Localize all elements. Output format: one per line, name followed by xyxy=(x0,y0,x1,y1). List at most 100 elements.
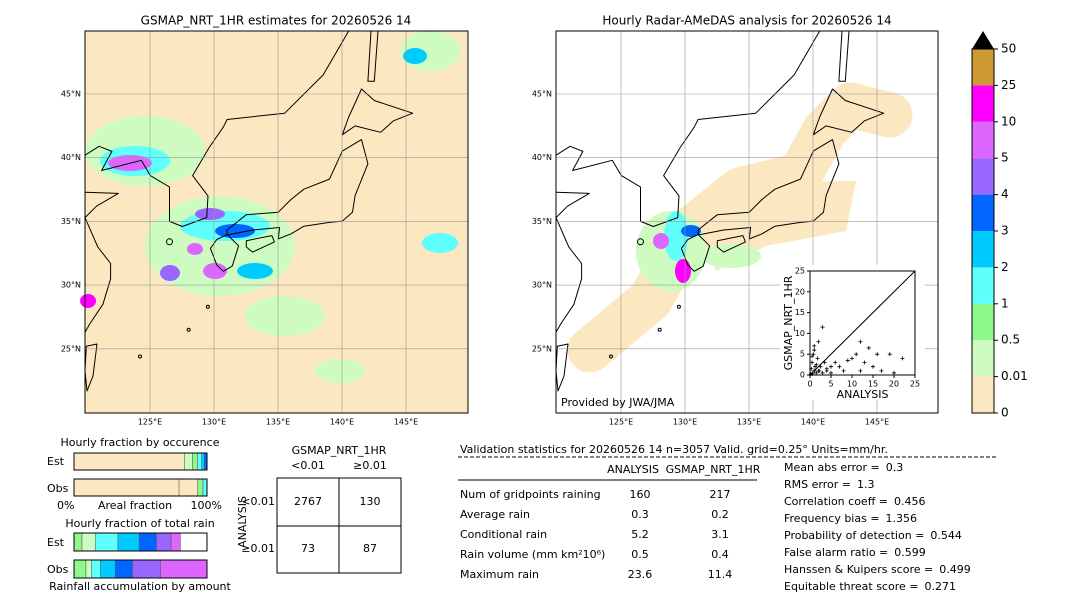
scatter-point xyxy=(812,368,817,373)
colorbar: 0 0.01 0.5 1 2 3 4 5 10 25 50 xyxy=(971,31,1028,420)
fraction-segment xyxy=(197,478,204,497)
score-label: Frequency bias = xyxy=(784,512,880,525)
stat-value: 3.1 xyxy=(711,528,729,541)
colorbar-label: 4 xyxy=(1001,187,1009,201)
axis-label: 0% xyxy=(57,499,74,512)
scatter-point xyxy=(812,348,817,353)
bar-frame xyxy=(73,559,208,579)
scatter-point xyxy=(811,352,816,357)
fraction-segment xyxy=(73,478,180,497)
panel-title: Hourly fraction of total rain xyxy=(65,517,214,530)
axis-label: Areal fraction xyxy=(98,499,172,512)
scatter-point xyxy=(818,364,823,369)
color-swatch xyxy=(972,194,994,231)
fraction-segment xyxy=(95,532,119,552)
table-header: GSMAP_NRT_1HR xyxy=(292,444,387,457)
lat-label: 25°N xyxy=(61,344,81,353)
table-cell: 73 xyxy=(301,542,315,555)
lon-label: 140°E xyxy=(801,418,825,427)
color-swatch xyxy=(972,158,994,195)
diagonal xyxy=(809,270,916,376)
y-tick-label: 5 xyxy=(800,350,805,359)
fraction-segment xyxy=(156,532,172,552)
stat-value: 5.2 xyxy=(631,528,649,541)
scatter-point xyxy=(829,370,833,375)
color-swatch xyxy=(972,121,994,159)
lat-label: 35°N xyxy=(61,217,81,226)
right-map: 45°N 40°N 35°N 30°N 25°N 125°E 130°E 135°E 140°E… xyxy=(532,30,939,427)
y-tick-label: 10 xyxy=(795,329,805,338)
colorbar-label: 0 xyxy=(1001,406,1009,420)
lon-label: 125°E xyxy=(138,418,162,427)
fraction-segment xyxy=(73,452,185,471)
over-triangle xyxy=(972,31,994,49)
col-header: ≥0.01 xyxy=(353,459,387,472)
lon-label: 135°E xyxy=(266,418,290,427)
stats-title: Validation statistics for 20260526 14 n=… xyxy=(460,443,888,456)
stat-value: 0.4 xyxy=(711,548,729,561)
y-tick-label: 20 xyxy=(795,287,805,296)
score-value: 0.499 xyxy=(939,563,971,576)
row-label: Num of gridpoints raining xyxy=(460,488,601,501)
fraction-segment xyxy=(201,452,205,471)
fraction-segment xyxy=(170,532,181,552)
map-title: Hourly Radar-AMeDAS analysis for 2026052… xyxy=(602,14,891,28)
fraction-segment xyxy=(85,559,92,579)
row-header: <0.01 xyxy=(241,495,275,508)
scatter-point xyxy=(850,356,854,361)
scatter-point xyxy=(862,360,867,365)
scatter-point xyxy=(817,368,822,373)
score-label: Mean abs error = xyxy=(784,461,880,474)
scatter-plot: 0 5 10 15 20 25 0 5 10 15 20 25 ANALYSIS GSMAP_NRT_1H… xyxy=(782,267,920,402)
color-swatch xyxy=(972,85,994,122)
col-header: <0.01 xyxy=(291,459,325,472)
lat-label: 35°N xyxy=(532,217,552,226)
scatter-point xyxy=(810,354,815,359)
score-label: Correlation coeff = xyxy=(784,495,888,508)
lat-label: 45°N xyxy=(61,90,81,99)
score-value: 0.3 xyxy=(886,461,904,474)
map-title: GSMAP_NRT_1HR estimates for 20260526 14 xyxy=(141,14,412,28)
scatter-point xyxy=(820,325,825,330)
score-label: RMS error = xyxy=(784,478,851,491)
fraction-segment xyxy=(132,559,161,579)
scatter-point xyxy=(820,370,825,375)
colorbar-label: 2 xyxy=(1001,260,1009,274)
fraction-segment xyxy=(73,532,83,552)
credit: Provided by JWA/JMA xyxy=(561,396,675,409)
row-label: Est xyxy=(47,536,65,549)
fraction-segment xyxy=(202,478,208,497)
fraction-segment xyxy=(91,559,101,579)
scatter-point xyxy=(858,368,863,373)
validation-stats: Validation statistics for 20260526 14 n=… xyxy=(458,443,996,593)
scatter-point xyxy=(854,352,859,357)
lat-label: 40°N xyxy=(61,153,81,162)
fraction-bars: Hourly fraction by occurence Est Obs 0% Area… xyxy=(47,436,232,593)
score-value: 0.599 xyxy=(894,546,926,559)
map-frame xyxy=(555,30,939,414)
lon-label: 145°E xyxy=(394,418,418,427)
stat-value: 0.2 xyxy=(711,508,729,521)
scatter-point xyxy=(824,368,829,373)
x-tick-label: 20 xyxy=(889,380,899,389)
colorbar-label: 0.01 xyxy=(1001,369,1028,383)
stat-value: 217 xyxy=(710,488,731,501)
row-label: Est xyxy=(47,455,65,468)
score-value: 1.3 xyxy=(857,478,875,491)
x-tick-label: 0 xyxy=(807,380,812,389)
scatter-point xyxy=(813,364,818,369)
left-map: 45°N 40°N 35°N 30°N 25°N 125°E 130°E 135°E 140°E… xyxy=(61,30,469,427)
scatter-point xyxy=(815,356,820,361)
scatter-point xyxy=(892,370,896,375)
col-header: ANALYSIS xyxy=(607,463,659,476)
scatter-point xyxy=(829,364,833,369)
col-header: GSMAP_NRT_1HR xyxy=(666,463,761,476)
fraction-segment xyxy=(197,452,202,471)
scatter-frame xyxy=(809,270,916,376)
bar-frame xyxy=(73,532,208,552)
axis-label: 100% xyxy=(191,499,222,512)
scatter-point xyxy=(822,360,827,365)
score-label: False alarm ratio = xyxy=(784,546,888,559)
color-swatch xyxy=(972,231,994,268)
